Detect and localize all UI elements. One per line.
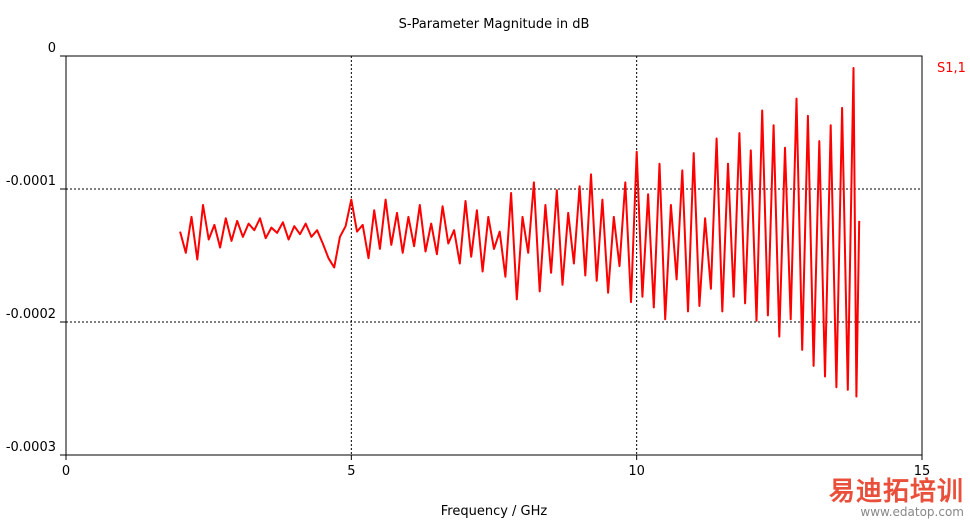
x-tick-label: 5 bbox=[347, 464, 355, 479]
y-tick-label: -0.0002 bbox=[6, 307, 56, 322]
y-tick-label: 0 bbox=[48, 41, 56, 56]
x-tick-label: 0 bbox=[62, 464, 70, 479]
series-line-s11 bbox=[179, 67, 861, 398]
x-axis-label: Frequency / GHz bbox=[441, 504, 548, 519]
x-tick-label: 15 bbox=[914, 464, 931, 479]
y-tick-label: -0.0001 bbox=[6, 174, 56, 189]
legend-entry-s11: S1,1 bbox=[937, 61, 966, 76]
x-tick-label: 10 bbox=[628, 464, 645, 479]
watermark-brand: 易迪拓培训 bbox=[828, 477, 964, 507]
watermark: 易迪拓培训 www.edatop.com bbox=[829, 478, 964, 519]
chart-title: S-Parameter Magnitude in dB bbox=[399, 17, 590, 32]
y-tick-label: -0.0003 bbox=[6, 440, 56, 455]
watermark-url: www.edatop.com bbox=[860, 505, 964, 519]
plot-frame bbox=[65, 55, 923, 456]
